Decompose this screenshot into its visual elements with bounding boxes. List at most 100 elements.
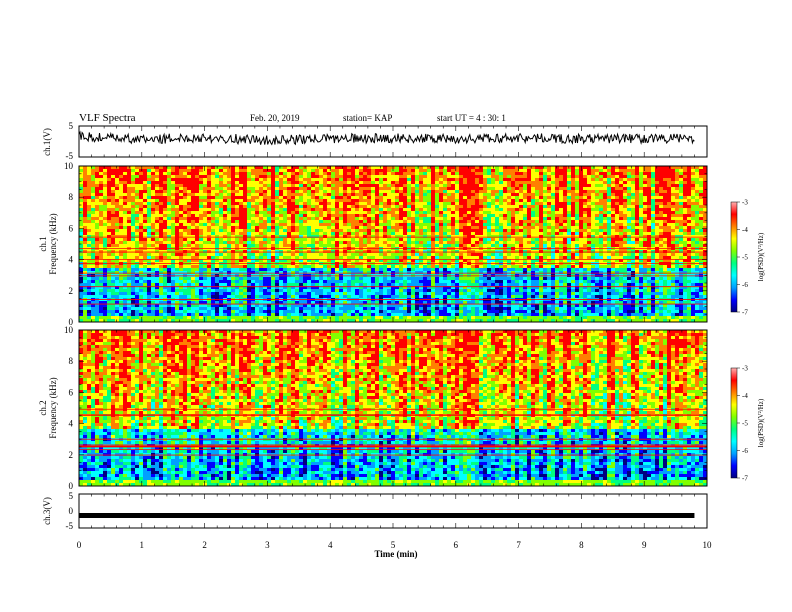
spectrogram-cell	[99, 205, 104, 209]
spectrogram-cell	[175, 175, 180, 179]
spectrogram-cell	[291, 205, 296, 209]
spectrogram-cell	[383, 202, 388, 206]
spectrogram-cell	[295, 190, 300, 194]
spectrogram-cell	[331, 175, 336, 179]
spectrogram-cell	[131, 187, 136, 191]
spectrogram-cell	[391, 190, 396, 194]
spectrogram-cell	[439, 238, 444, 242]
spectrogram-cell	[199, 196, 204, 200]
spectrogram-cell	[195, 268, 200, 272]
spectrogram-cell	[311, 238, 316, 242]
spectrogram-cell	[275, 268, 280, 272]
spectrogram-cell	[319, 271, 324, 275]
spectrogram-cell	[99, 307, 104, 311]
spectrogram-cell	[83, 214, 88, 218]
spectrogram-cell	[363, 280, 368, 284]
spectrogram-cell	[279, 292, 284, 296]
spectrogram-cell	[295, 268, 300, 272]
spectrogram-cell	[83, 208, 88, 212]
spectrogram-cell	[367, 181, 372, 185]
spectrogram-cell	[91, 310, 96, 314]
spectrogram-cell	[303, 301, 308, 305]
spectrogram-cell	[203, 172, 208, 176]
spectrogram-cell	[379, 190, 384, 194]
spectrogram-cell	[359, 169, 364, 173]
spectrogram-cell	[287, 283, 292, 287]
spectrogram-cell	[91, 184, 96, 188]
spectrogram-cell	[431, 232, 436, 236]
spectrogram-cell	[347, 295, 352, 299]
spectrogram-cell	[367, 229, 372, 233]
spectrogram-cell	[339, 286, 344, 290]
spectrogram-cell	[187, 220, 192, 224]
spectrogram-cell	[435, 238, 440, 242]
spectrogram-cell	[279, 265, 284, 269]
spectrogram-cell	[183, 307, 188, 311]
spectrogram-cell	[367, 196, 372, 200]
spectrogram-cell	[371, 310, 376, 314]
spectrogram-cell	[163, 244, 168, 248]
spectrogram-cell	[387, 208, 392, 212]
spectrogram-cell	[203, 256, 208, 260]
spectrogram-cell	[411, 265, 416, 269]
spectrogram-cell	[203, 283, 208, 287]
spectrogram-cell	[235, 187, 240, 191]
spectrogram-cell	[339, 307, 344, 311]
spectrogram-cell	[375, 190, 380, 194]
spectrogram-cell	[211, 235, 216, 239]
spectrogram-cell	[279, 283, 284, 287]
spectrogram-cell	[295, 214, 300, 218]
spectrogram-cell	[123, 316, 128, 320]
spectrogram-cell	[179, 208, 184, 212]
spectrogram-cell	[119, 283, 124, 287]
spectrogram-cell	[251, 211, 256, 215]
spectrogram-cell	[127, 208, 132, 212]
spectrogram-cell	[303, 193, 308, 197]
spectrogram-cell	[387, 235, 392, 239]
spectrogram-cell	[363, 310, 368, 314]
spectrogram-cell	[219, 172, 224, 176]
spectrogram-cell	[111, 205, 116, 209]
spectrogram-cell	[235, 214, 240, 218]
spectrogram-cell	[275, 307, 280, 311]
spectrogram-cell	[459, 232, 464, 236]
spectrogram-cell	[327, 205, 332, 209]
spectrogram-cell	[323, 232, 328, 236]
spectrogram-cell	[387, 292, 392, 296]
spectrogram-cell	[355, 283, 360, 287]
spectrogram-cell	[315, 253, 320, 257]
spectrogram-cell	[295, 193, 300, 197]
spectrogram-cell	[375, 241, 380, 245]
spectrogram-cell	[211, 220, 216, 224]
spectrogram-cell	[79, 178, 84, 182]
spectrogram-cell	[455, 208, 460, 212]
spectrogram-cell	[419, 313, 424, 317]
spectrogram-cell	[195, 187, 200, 191]
spectrogram-cell	[279, 316, 284, 320]
spectrogram-cell	[191, 178, 196, 182]
spectrogram-cell	[371, 166, 376, 170]
spectrogram-cell	[295, 289, 300, 293]
spectrogram-cell	[319, 265, 324, 269]
spectrogram-cell	[399, 199, 404, 203]
spectrogram-cell	[383, 241, 388, 245]
spectrogram-cell	[131, 166, 136, 170]
spectrogram-cell	[107, 166, 112, 170]
spectrogram-cell	[219, 232, 224, 236]
spectrogram-cell	[319, 268, 324, 272]
spectrogram-cell	[295, 223, 300, 227]
spectrogram-cell	[159, 211, 164, 215]
spectrogram-cell	[91, 283, 96, 287]
spectrogram-cell	[355, 235, 360, 239]
spectrogram-cell	[375, 217, 380, 221]
spectrogram-cell	[219, 229, 224, 233]
spectrogram-cell	[155, 172, 160, 176]
spectrogram-cell	[235, 259, 240, 263]
spectrogram-cell	[139, 214, 144, 218]
spectrogram-cell	[83, 172, 88, 176]
spectrogram-cell	[287, 187, 292, 191]
spectrogram-cell	[263, 232, 268, 236]
spectrogram-cell	[395, 169, 400, 173]
spectrogram-cell	[287, 244, 292, 248]
spectrogram-cell	[411, 178, 416, 182]
